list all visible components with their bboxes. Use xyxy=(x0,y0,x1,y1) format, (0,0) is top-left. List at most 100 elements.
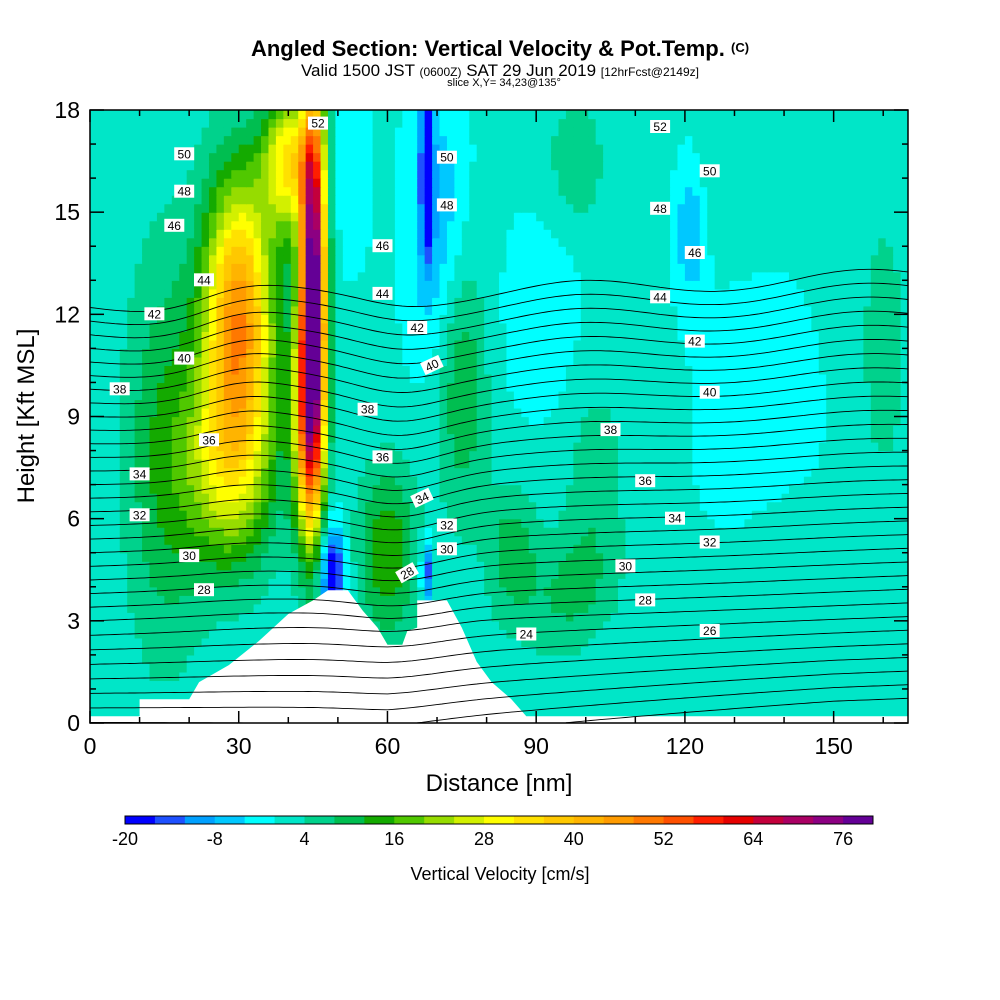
velocity-cell xyxy=(833,399,842,409)
velocity-cell xyxy=(900,501,908,511)
velocity-cell xyxy=(580,493,589,503)
velocity-cell xyxy=(841,646,850,656)
velocity-cell xyxy=(357,348,366,358)
velocity-cell xyxy=(327,535,336,545)
velocity-cell xyxy=(216,348,225,358)
velocity-cell xyxy=(588,646,597,656)
velocity-cell xyxy=(662,467,671,477)
velocity-cell xyxy=(290,544,299,554)
velocity-cell xyxy=(833,552,842,562)
velocity-cell xyxy=(275,578,284,588)
velocity-cell xyxy=(796,595,805,605)
velocity-cell xyxy=(142,476,151,486)
velocity-cell xyxy=(335,356,344,367)
velocity-cell xyxy=(878,569,887,579)
velocity-cell xyxy=(781,697,790,707)
velocity-cell xyxy=(818,382,827,392)
velocity-cell xyxy=(439,467,448,477)
velocity-cell xyxy=(290,595,299,605)
velocity-cell xyxy=(149,671,158,682)
velocity-cell xyxy=(640,450,649,460)
velocity-cell xyxy=(714,416,723,426)
velocity-cell xyxy=(655,356,664,367)
velocity-cell xyxy=(246,476,255,486)
velocity-cell xyxy=(595,595,604,605)
velocity-cell xyxy=(617,578,627,588)
velocity-cell xyxy=(261,425,270,435)
velocity-cell xyxy=(885,407,894,418)
velocity-cell xyxy=(833,569,842,579)
velocity-cell xyxy=(632,382,641,392)
velocity-cell xyxy=(305,433,314,443)
velocity-cell xyxy=(863,501,872,511)
velocity-cell xyxy=(164,399,173,409)
velocity-cell xyxy=(342,399,351,409)
velocity-cell xyxy=(119,484,128,494)
velocity-cell xyxy=(201,561,210,571)
velocity-cell xyxy=(149,382,158,392)
velocity-cell xyxy=(357,476,366,486)
velocity-cell xyxy=(365,331,374,341)
velocity-cell xyxy=(409,442,418,452)
velocity-cell xyxy=(335,527,344,537)
velocity-cell xyxy=(878,629,887,639)
velocity-cell xyxy=(551,339,560,349)
velocity-cell xyxy=(127,416,136,426)
velocity-cell xyxy=(855,603,864,613)
velocity-cell xyxy=(320,442,329,452)
velocity-cell xyxy=(662,459,671,469)
velocity-cell xyxy=(625,365,634,375)
velocity-cell xyxy=(119,595,128,605)
velocity-cell xyxy=(818,510,827,520)
velocity-cell xyxy=(818,407,827,418)
velocity-cell xyxy=(670,356,679,367)
velocity-cell xyxy=(156,603,165,613)
velocity-cell xyxy=(372,476,381,486)
velocity-cell xyxy=(588,339,597,349)
velocity-cell xyxy=(528,688,537,699)
velocity-cell xyxy=(238,535,247,545)
velocity-cell xyxy=(855,348,864,358)
velocity-cell xyxy=(253,612,262,622)
velocity-cell xyxy=(513,484,522,494)
velocity-cell xyxy=(803,416,812,426)
velocity-cell xyxy=(424,425,433,435)
velocity-cell xyxy=(595,544,604,554)
velocity-cell xyxy=(707,646,716,656)
velocity-cell xyxy=(231,416,240,426)
velocity-cell xyxy=(580,603,589,613)
velocity-cell xyxy=(261,442,270,452)
velocity-cell xyxy=(127,356,136,367)
velocity-cell xyxy=(826,569,835,579)
velocity-cell xyxy=(327,476,336,486)
velocity-cell xyxy=(625,629,634,639)
velocity-cell xyxy=(826,527,835,537)
velocity-cell xyxy=(97,348,106,358)
velocity-cell xyxy=(625,484,634,494)
velocity-cell xyxy=(446,459,455,469)
velocity-cell xyxy=(900,654,908,664)
velocity-cell xyxy=(164,561,173,571)
velocity-cell xyxy=(208,407,218,418)
velocity-cell xyxy=(90,501,99,511)
velocity-cell xyxy=(677,705,686,716)
velocity-cell xyxy=(870,433,879,443)
velocity-cell xyxy=(580,697,589,707)
velocity-cell xyxy=(781,688,790,699)
velocity-cell xyxy=(729,544,738,554)
velocity-cell xyxy=(692,399,701,409)
velocity-cell xyxy=(811,433,820,443)
velocity-cell xyxy=(268,339,277,349)
velocity-cell xyxy=(870,416,879,426)
velocity-cell xyxy=(878,705,887,716)
velocity-cell xyxy=(789,680,798,690)
velocity-cell xyxy=(796,433,805,443)
velocity-cell xyxy=(484,365,493,375)
velocity-cell xyxy=(394,373,403,384)
velocity-cell xyxy=(759,527,768,537)
velocity-cell xyxy=(848,705,857,716)
velocity-cell xyxy=(781,433,790,443)
velocity-cell xyxy=(692,433,701,443)
velocity-cell xyxy=(432,476,441,486)
velocity-cell xyxy=(781,356,790,367)
